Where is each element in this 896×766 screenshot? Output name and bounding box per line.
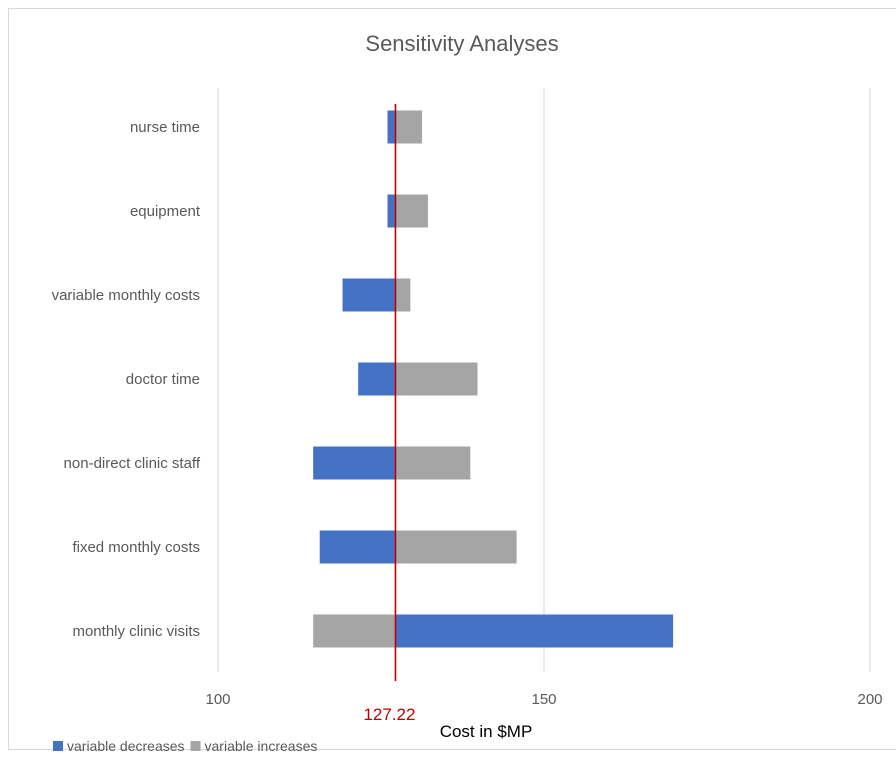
bar-variable-increases (313, 614, 396, 648)
bar-variable-increases (395, 446, 471, 480)
reference-line-group: 127.22 (363, 104, 415, 724)
category-label: nurse time (130, 119, 200, 136)
bar-variable-increases (395, 530, 517, 564)
x-tick-label: 100 (205, 691, 230, 708)
tick-labels: 100 150 200 (205, 691, 882, 708)
bar-variable-decreases (358, 362, 396, 396)
legend-label: variable increases (205, 738, 318, 754)
x-tick-label: 200 (857, 691, 882, 708)
category-label: non-direct clinic staff (64, 455, 201, 472)
gridlines (217, 88, 871, 672)
bar-variable-decreases (387, 110, 396, 144)
bars (313, 110, 674, 648)
bar-variable-decreases (319, 530, 396, 564)
category-label: variable monthly costs (52, 287, 200, 304)
category-label: monthly clinic visits (72, 623, 200, 640)
bar-variable-increases (395, 194, 428, 228)
legend-swatch (190, 741, 201, 751)
reference-value-label: 127.22 (363, 705, 415, 724)
x-tick-label: 150 (531, 691, 556, 708)
bar-variable-increases (395, 278, 411, 312)
category-label: equipment (130, 203, 201, 220)
bar-variable-decreases (395, 614, 674, 648)
x-axis-label: Cost in $MP (440, 722, 533, 741)
bar-variable-decreases (387, 194, 396, 228)
category-labels: nurse time equipment variable monthly cost… (52, 119, 201, 640)
category-label: fixed monthly costs (72, 539, 200, 556)
category-label: doctor time (126, 371, 200, 388)
legend: variable decreases variable increases (53, 738, 317, 754)
legend-swatch (53, 741, 63, 751)
bar-variable-decreases (342, 278, 396, 312)
legend-label: variable decreases (67, 738, 185, 754)
bar-variable-increases (395, 110, 423, 144)
bar-variable-decreases (313, 446, 396, 480)
bar-variable-increases (395, 362, 478, 396)
chart-title: Sensitivity Analyses (365, 31, 558, 56)
